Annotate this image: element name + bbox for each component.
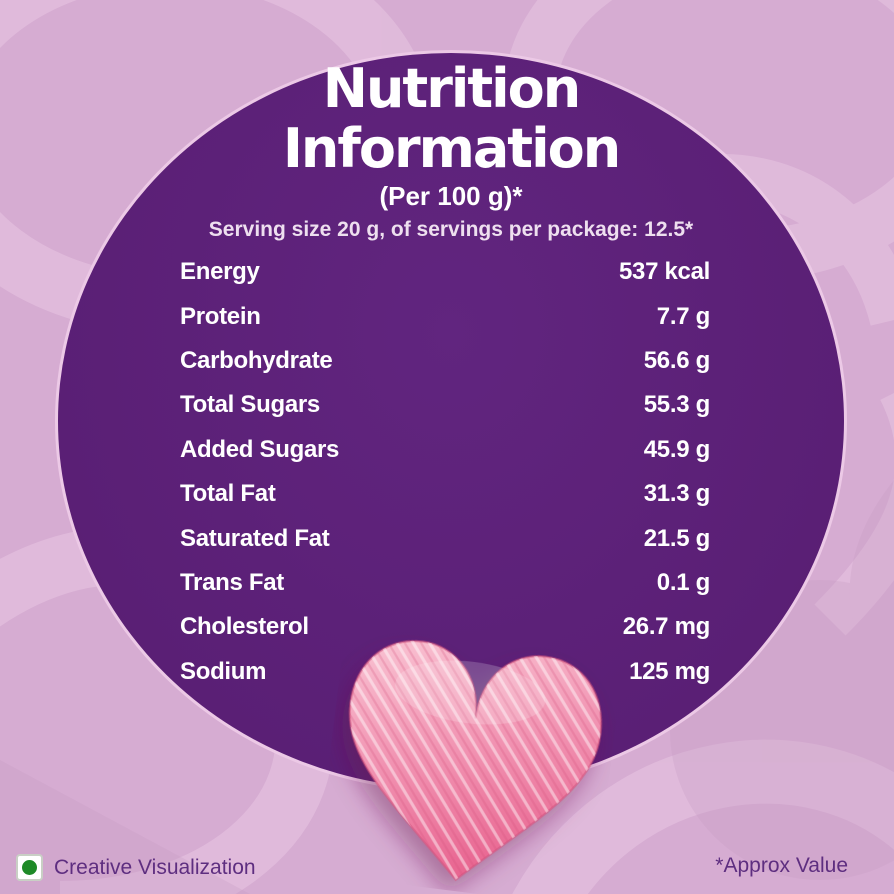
- nutrient-name: Total Sugars: [180, 391, 320, 419]
- nutrient-name: Trans Fat: [180, 568, 284, 596]
- nutrient-value: 26.7 mg: [622, 613, 711, 641]
- nutrient-name: Energy: [180, 258, 260, 286]
- page-title: Nutrition Information: [58, 59, 844, 179]
- nutrient-value: 56.6 g: [643, 346, 711, 374]
- approx-value-note: *Approx Value: [715, 854, 848, 877]
- nutrient-value: 45.9 g: [643, 435, 711, 463]
- nutrition-row: Added Sugars 45.9 g: [180, 428, 710, 472]
- vegetarian-mark-icon: [16, 854, 43, 881]
- nutrition-table: Energy 537 kcal Protein 7.7 g Carbohydra…: [180, 250, 710, 694]
- nutrient-name: Cholesterol: [180, 613, 309, 641]
- per-100g-note: (Per 100 g)*: [379, 181, 523, 211]
- nutrient-value: 125 mg: [629, 657, 710, 685]
- nutrient-name: Sodium: [180, 657, 267, 685]
- nutrient-name: Carbohydrate: [180, 346, 333, 374]
- nutrition-row: Total Fat 31.3 g: [180, 472, 710, 516]
- title-line-2: Information: [282, 117, 621, 180]
- nutrient-name: Total Fat: [180, 480, 276, 508]
- nutrition-row: Carbohydrate 56.6 g: [180, 339, 710, 383]
- nutrition-row: Total Sugars 55.3 g: [180, 383, 710, 427]
- nutrition-row: Trans Fat 0.1 g: [180, 561, 710, 605]
- nutrient-value: 0.1 g: [656, 568, 711, 596]
- nutrient-name: Saturated Fat: [180, 524, 330, 552]
- nutrient-name: Protein: [180, 302, 261, 330]
- serving-size-note: Serving size 20 g, of servings per packa…: [208, 218, 694, 241]
- nutrition-row: Saturated Fat 21.5 g: [180, 516, 710, 560]
- veg-green-dot-icon: [22, 860, 37, 875]
- nutrient-value: 31.3 g: [643, 480, 711, 508]
- nutrient-value: 7.7 g: [656, 302, 711, 330]
- nutrient-value: 55.3 g: [643, 391, 711, 419]
- nutrient-value: 21.5 g: [643, 524, 711, 552]
- nutrient-name: Added Sugars: [180, 435, 340, 463]
- nutrient-value: 537 kcal: [618, 258, 710, 286]
- title-line-1: Nutrition: [322, 57, 581, 120]
- nutrition-row: Sodium 125 mg: [180, 650, 710, 694]
- nutrition-row: Protein 7.7 g: [180, 294, 710, 338]
- heart-chocolate-image: [348, 639, 603, 882]
- nutrition-row: Cholesterol 26.7 mg: [180, 605, 710, 649]
- creative-visualization-note: Creative Visualization: [54, 855, 256, 879]
- footer-left: Creative Visualization: [16, 854, 256, 881]
- nutrition-row: Energy 537 kcal: [180, 250, 710, 294]
